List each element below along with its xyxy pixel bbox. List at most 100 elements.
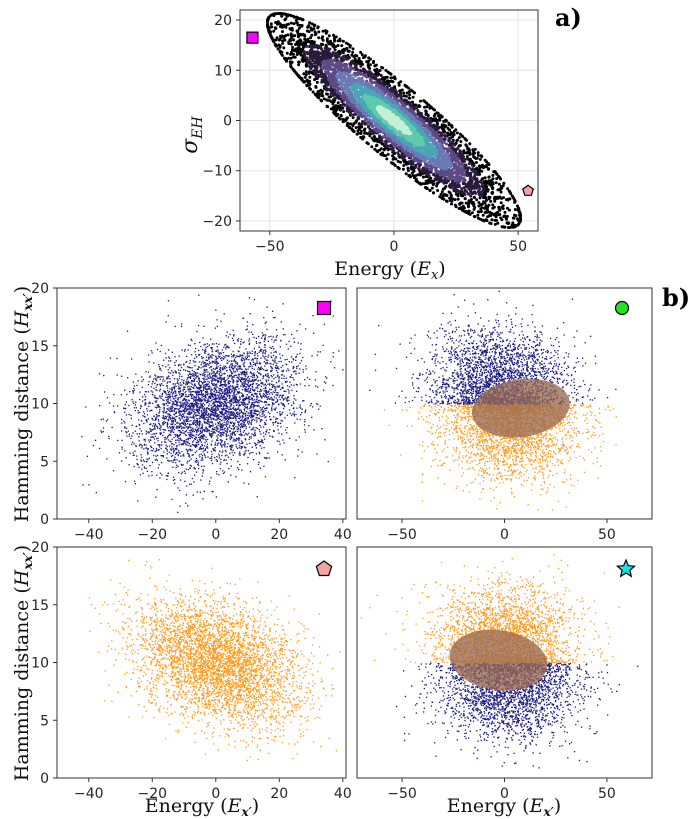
scatter-point <box>317 96 320 99</box>
scatter-point <box>274 27 277 30</box>
scatter-point <box>408 93 411 96</box>
scatter-point <box>517 209 520 212</box>
scatter-point <box>389 76 392 79</box>
scatter-point <box>491 218 494 221</box>
scatter-point <box>466 145 469 148</box>
scatter-point <box>426 105 429 108</box>
scatter-point <box>425 101 428 104</box>
scatter-point <box>320 70 323 73</box>
scatter-point <box>290 43 293 46</box>
scatter-point <box>266 19 269 22</box>
scatter-point <box>316 81 319 84</box>
scatter-point <box>308 21 311 24</box>
panel-label-b: b) <box>662 283 689 312</box>
scatter-point <box>303 53 306 56</box>
scatter-point <box>444 193 447 196</box>
scatter-point <box>487 204 490 207</box>
scatter-point <box>361 53 364 56</box>
scatter-point <box>442 120 445 123</box>
scatter-point <box>518 214 521 217</box>
scatter-point <box>418 167 421 170</box>
scatter-point <box>437 114 440 117</box>
scatter-point <box>412 96 415 99</box>
scatter-point <box>453 171 456 174</box>
scatter-point <box>281 30 284 33</box>
scatter-point <box>466 155 469 158</box>
scatter-point <box>346 122 349 125</box>
scatter-point <box>342 40 345 43</box>
scatter-point <box>480 206 483 209</box>
scatter-point <box>349 122 352 125</box>
scatter-point <box>269 33 272 36</box>
scatter-point <box>374 78 377 81</box>
scatter-point <box>313 24 316 27</box>
scatter-point <box>468 210 471 213</box>
scatter-point <box>340 114 343 117</box>
scatter-point <box>506 221 509 224</box>
scatter-point <box>384 154 387 157</box>
scatter-point <box>326 93 329 96</box>
scatter-point <box>317 36 320 39</box>
scatter-point <box>270 25 273 28</box>
scatter-point <box>517 223 520 226</box>
scatter-point <box>453 130 456 133</box>
scatter-point <box>337 101 340 104</box>
scatter-point <box>316 26 319 29</box>
scatter-point <box>484 218 487 221</box>
scatter-point <box>469 195 472 198</box>
scatter-point <box>402 168 405 171</box>
scatter-point <box>398 84 401 87</box>
scatter-point <box>314 33 317 36</box>
scatter-point <box>480 210 483 213</box>
scatter-point <box>484 204 487 207</box>
scatter-point <box>472 176 475 179</box>
scatter-point <box>308 45 311 48</box>
scatter-point <box>475 161 478 164</box>
scatter-point <box>489 200 492 203</box>
scatter-point <box>309 88 312 91</box>
scatter-point <box>413 91 416 94</box>
scatter-point <box>438 140 441 143</box>
scatter-point <box>279 44 282 47</box>
scatter-point <box>398 167 401 170</box>
scatter-point <box>428 107 431 110</box>
scatter-point <box>480 185 483 188</box>
scatter-point <box>325 32 328 35</box>
scatter-point <box>506 215 509 218</box>
scatter-point <box>470 168 473 171</box>
scatter-point <box>447 127 450 130</box>
scatter-point <box>498 176 501 179</box>
scatter-point <box>468 162 471 165</box>
scatter-point <box>485 160 488 163</box>
scatter-point <box>459 133 462 136</box>
scatter-point <box>471 211 474 214</box>
scatter-point <box>363 128 366 131</box>
scatter-point <box>269 31 272 34</box>
scatter-point <box>477 154 480 157</box>
scatter-point <box>306 26 309 29</box>
scatter-point <box>481 219 484 222</box>
scatter-point <box>487 196 490 199</box>
scatter-point <box>408 96 411 99</box>
scatter-point <box>322 30 325 33</box>
scatter-point <box>308 80 311 83</box>
scatter-point <box>378 134 381 137</box>
scatter-point <box>275 44 278 47</box>
scatter-point <box>389 73 392 76</box>
scatter-point <box>344 104 347 107</box>
scatter-point <box>465 139 468 142</box>
scatter-point <box>311 63 314 66</box>
scatter-point <box>425 110 428 113</box>
scatter-point <box>280 15 283 18</box>
scatter-point <box>320 99 323 102</box>
scatter-point <box>472 201 475 204</box>
scatter-point <box>350 127 353 130</box>
scatter-point <box>359 65 362 68</box>
scatter-point <box>349 46 352 49</box>
scatter-point <box>280 51 283 54</box>
scatter-point <box>272 14 275 17</box>
scatter-point <box>511 221 514 224</box>
scatter-point <box>297 63 300 66</box>
